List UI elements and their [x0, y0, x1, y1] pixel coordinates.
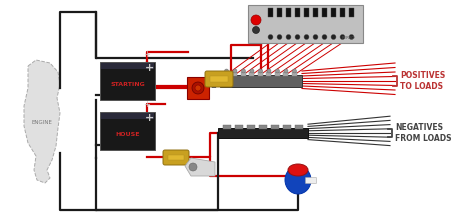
Text: HOUSE: HOUSE	[115, 132, 140, 138]
Circle shape	[192, 82, 204, 94]
Text: −: −	[210, 85, 216, 91]
Circle shape	[233, 69, 237, 73]
Bar	[258, 72, 263, 76]
Bar	[275, 72, 280, 76]
FancyBboxPatch shape	[306, 178, 317, 184]
Polygon shape	[185, 158, 215, 176]
Bar	[241, 72, 246, 76]
FancyBboxPatch shape	[163, 150, 189, 165]
Bar	[340, 8, 345, 17]
Bar	[322, 8, 327, 17]
Circle shape	[241, 69, 246, 73]
Bar	[101, 113, 154, 119]
Bar	[223, 125, 231, 129]
Bar	[286, 8, 291, 17]
Bar	[295, 8, 300, 17]
FancyBboxPatch shape	[100, 112, 155, 150]
Circle shape	[251, 15, 261, 25]
Circle shape	[292, 69, 297, 73]
Bar	[101, 63, 154, 69]
Circle shape	[286, 35, 291, 39]
Bar	[224, 72, 229, 76]
Bar	[283, 125, 291, 129]
FancyBboxPatch shape	[100, 62, 155, 100]
Bar	[249, 72, 255, 76]
Circle shape	[331, 35, 336, 39]
Circle shape	[295, 35, 300, 39]
Text: NEGATIVES
FROM LOADS: NEGATIVES FROM LOADS	[395, 123, 452, 143]
Circle shape	[340, 35, 345, 39]
Circle shape	[322, 35, 327, 39]
Circle shape	[253, 27, 259, 33]
Text: +: +	[144, 50, 150, 59]
Text: POSITIVES
TO LOADS: POSITIVES TO LOADS	[400, 71, 445, 91]
Bar	[292, 72, 297, 76]
FancyBboxPatch shape	[205, 71, 233, 87]
Bar	[247, 125, 255, 129]
Circle shape	[313, 35, 318, 39]
Bar	[283, 72, 289, 76]
Bar	[268, 8, 273, 17]
Bar	[313, 8, 318, 17]
Bar	[271, 125, 279, 129]
Bar	[210, 76, 228, 82]
Bar	[168, 155, 184, 160]
Text: +: +	[146, 113, 155, 123]
Text: +: +	[144, 100, 150, 109]
Bar	[304, 8, 309, 17]
Bar	[277, 8, 282, 17]
Circle shape	[258, 69, 263, 73]
Bar	[295, 125, 303, 129]
Text: STARTING: STARTING	[110, 83, 145, 87]
Circle shape	[268, 35, 273, 39]
FancyBboxPatch shape	[218, 128, 308, 138]
FancyBboxPatch shape	[187, 77, 209, 99]
Circle shape	[284, 69, 288, 73]
Bar	[259, 125, 267, 129]
Circle shape	[250, 69, 254, 73]
Ellipse shape	[288, 164, 308, 176]
FancyBboxPatch shape	[220, 75, 302, 87]
Circle shape	[275, 69, 280, 73]
Circle shape	[277, 35, 282, 39]
Bar	[349, 8, 354, 17]
Circle shape	[189, 163, 197, 171]
Circle shape	[304, 35, 309, 39]
Text: PERKO: PERKO	[341, 36, 355, 40]
Bar	[235, 125, 243, 129]
FancyBboxPatch shape	[248, 5, 363, 43]
Bar	[331, 8, 336, 17]
Ellipse shape	[285, 166, 311, 194]
Bar	[266, 72, 272, 76]
Text: ENGINE: ENGINE	[32, 120, 53, 126]
Circle shape	[225, 69, 228, 73]
Circle shape	[349, 35, 354, 39]
Circle shape	[267, 69, 271, 73]
Text: +: +	[146, 63, 155, 73]
Polygon shape	[24, 60, 60, 183]
Bar	[233, 72, 237, 76]
Circle shape	[195, 85, 201, 91]
